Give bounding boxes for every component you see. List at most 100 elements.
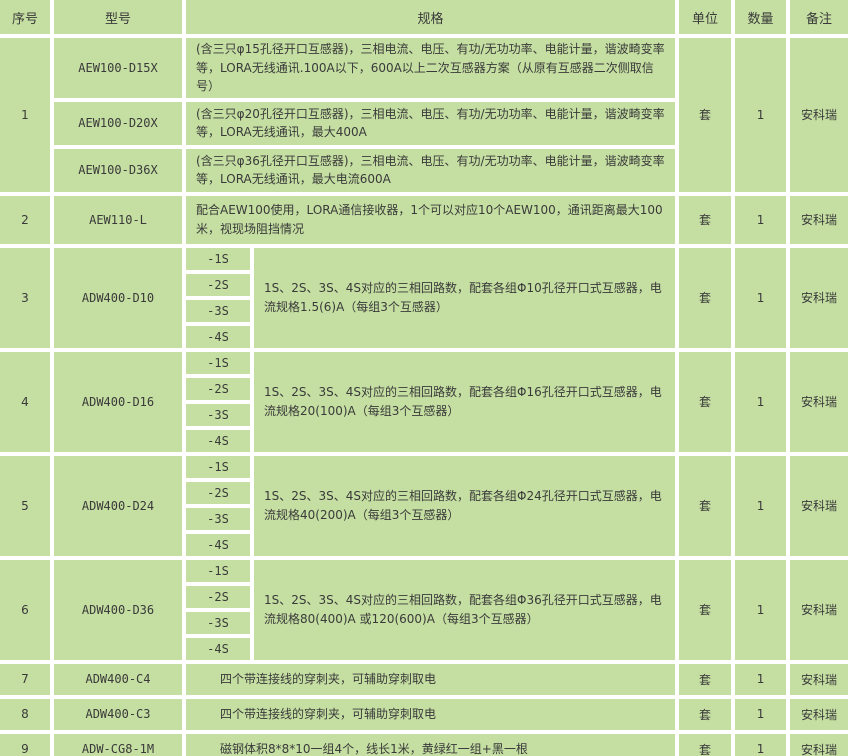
model-cell: ADW400-C3	[54, 698, 182, 730]
table-row: 6 ADW400-D36 -1S 1S、2S、3S、4S对应的三相回路数，配套各…	[0, 559, 848, 660]
header-qty: 数量	[735, 0, 787, 34]
variant-cell: -4S	[186, 637, 250, 660]
table-row: 7 ADW400-C4 四个带连接线的穿刺夹，可辅助穿刺取电 套 1 安科瑞	[0, 663, 848, 695]
model-cell: ADW-CG8-1M	[54, 733, 182, 756]
model-cell: AEW100-D36X	[54, 148, 182, 192]
unit-cell: 套	[679, 351, 732, 452]
spec-cell: 1S、2S、3S、4S对应的三相回路数，配套各组Φ10孔径开口式互感器，电流规格…	[254, 247, 676, 348]
variant-cell: -1S	[186, 455, 250, 478]
qty-cell: 1	[735, 663, 787, 695]
table-row: 4 ADW400-D16 -1S 1S、2S、3S、4S对应的三相回路数，配套各…	[0, 351, 848, 452]
table-row: -4S	[0, 325, 848, 348]
row-number-cell: 8	[0, 698, 50, 730]
header-no: 序号	[0, 0, 50, 34]
header-note: 备注	[790, 0, 848, 34]
row-number-cell: 3	[0, 247, 50, 348]
variant-cell: -1S	[186, 559, 250, 582]
model-cell: AEW100-D20X	[54, 101, 182, 145]
qty-cell: 1	[735, 559, 787, 660]
table-row: -4S	[0, 429, 848, 452]
spec-cell: 四个带连接线的穿刺夹，可辅助穿刺取电	[186, 698, 676, 730]
qty-cell: 1	[735, 351, 787, 452]
qty-cell: 1	[735, 455, 787, 556]
model-cell: ADW400-C4	[54, 663, 182, 695]
table-row: -3S	[0, 611, 848, 634]
unit-cell: 套	[679, 698, 732, 730]
header-model: 型号	[54, 0, 182, 34]
header-row: 序号 型号 规格 单位 数量 备注	[0, 0, 848, 34]
header-spec: 规格	[186, 0, 676, 34]
unit-cell: 套	[679, 559, 732, 660]
table-row: AEW100-D20X (含三只φ20孔径开口互感器)，三相电流、电压、有功/无…	[0, 101, 848, 145]
note-cell: 安科瑞	[790, 455, 848, 556]
unit-cell: 套	[679, 733, 732, 756]
row-number-cell: 7	[0, 663, 50, 695]
spec-cell: (含三只φ36孔径开口互感器)，三相电流、电压、有功/无功功率、电能计量，谐波畸…	[186, 148, 676, 192]
variant-cell: -2S	[186, 377, 250, 400]
variant-cell: -3S	[186, 507, 250, 530]
variant-cell: -2S	[186, 585, 250, 608]
table-row: 3 ADW400-D10 -1S 1S、2S、3S、4S对应的三相回路数，配套各…	[0, 247, 848, 348]
spec-cell: 磁钢体积8*8*10一组4个，线长1米，黄绿红一组+黑一根	[186, 733, 676, 756]
note-cell: 安科瑞	[790, 663, 848, 695]
variant-cell: -2S	[186, 273, 250, 296]
table-row: -3S	[0, 403, 848, 426]
table-row: -2S	[0, 377, 848, 400]
note-cell: 安科瑞	[790, 698, 848, 730]
unit-cell: 套	[679, 195, 732, 244]
variant-cell: -1S	[186, 247, 250, 270]
row-number-cell: 2	[0, 195, 50, 244]
variant-cell: -3S	[186, 403, 250, 426]
unit-cell: 套	[679, 663, 732, 695]
table-row: 5 ADW400-D24 -1S 1S、2S、3S、4S对应的三相回路数，配套各…	[0, 455, 848, 556]
table-row: -4S	[0, 637, 848, 660]
header-unit: 单位	[679, 0, 732, 34]
variant-cell: -3S	[186, 611, 250, 634]
spec-cell: 1S、2S、3S、4S对应的三相回路数，配套各组Φ24孔径开口式互感器，电流规格…	[254, 455, 676, 556]
qty-cell: 1	[735, 247, 787, 348]
qty-cell: 1	[735, 733, 787, 756]
table-row: -2S	[0, 273, 848, 296]
note-cell: 安科瑞	[790, 733, 848, 756]
table-row: 9 ADW-CG8-1M 磁钢体积8*8*10一组4个，线长1米，黄绿红一组+黑…	[0, 733, 848, 756]
unit-cell: 套	[679, 247, 732, 348]
table-row: -2S	[0, 585, 848, 608]
spec-cell: 配合AEW100使用，LORA通信接收器，1个可以对应10个AEW100，通讯距…	[186, 195, 676, 244]
row-number-cell: 1	[0, 38, 50, 192]
note-cell: 安科瑞	[790, 559, 848, 660]
variant-cell: -4S	[186, 429, 250, 452]
table-row: -3S	[0, 507, 848, 530]
row-number-cell: 4	[0, 351, 50, 452]
model-cell: ADW400-D24	[54, 455, 182, 556]
table-row: 1 AEW100-D15X (含三只φ15孔径开口互感器)，三相电流、电压、有功…	[0, 38, 848, 192]
model-cell: ADW400-D16	[54, 351, 182, 452]
note-cell: 安科瑞	[790, 195, 848, 244]
spec-cell: 1S、2S、3S、4S对应的三相回路数，配套各组Φ16孔径开口式互感器，电流规格…	[254, 351, 676, 452]
table-row: -2S	[0, 481, 848, 504]
qty-cell: 1	[735, 698, 787, 730]
variant-cell: -3S	[186, 299, 250, 322]
unit-cell: 套	[679, 455, 732, 556]
variant-cell: -4S	[186, 533, 250, 556]
table-row: AEW100-D36X (含三只φ36孔径开口互感器)，三相电流、电压、有功/无…	[0, 148, 848, 192]
row-number-cell: 5	[0, 455, 50, 556]
spec-cell: (含三只φ15孔径开口互感器)，三相电流、电压、有功/无功功率、电能计量，谐波畸…	[186, 38, 676, 98]
spec-cell: (含三只φ20孔径开口互感器)，三相电流、电压、有功/无功功率、电能计量，谐波畸…	[186, 101, 676, 145]
note-cell: 安科瑞	[790, 351, 848, 452]
qty-cell: 1	[735, 195, 787, 244]
spec-cell: 四个带连接线的穿刺夹，可辅助穿刺取电	[186, 663, 676, 695]
row-number-cell: 9	[0, 733, 50, 756]
model-cell: AEW100-D15X	[54, 38, 182, 98]
note-cell: 安科瑞	[790, 247, 848, 348]
qty-cell: 1	[735, 38, 787, 192]
unit-cell: 套	[679, 38, 732, 192]
table-row: 8 ADW400-C3 四个带连接线的穿刺夹，可辅助穿刺取电 套 1 安科瑞	[0, 698, 848, 730]
model-cell: ADW400-D10	[54, 247, 182, 348]
variant-cell: -1S	[186, 351, 250, 374]
model-cell: AEW110-L	[54, 195, 182, 244]
row-number-cell: 6	[0, 559, 50, 660]
variant-cell: -2S	[186, 481, 250, 504]
note-cell: 安科瑞	[790, 38, 848, 192]
